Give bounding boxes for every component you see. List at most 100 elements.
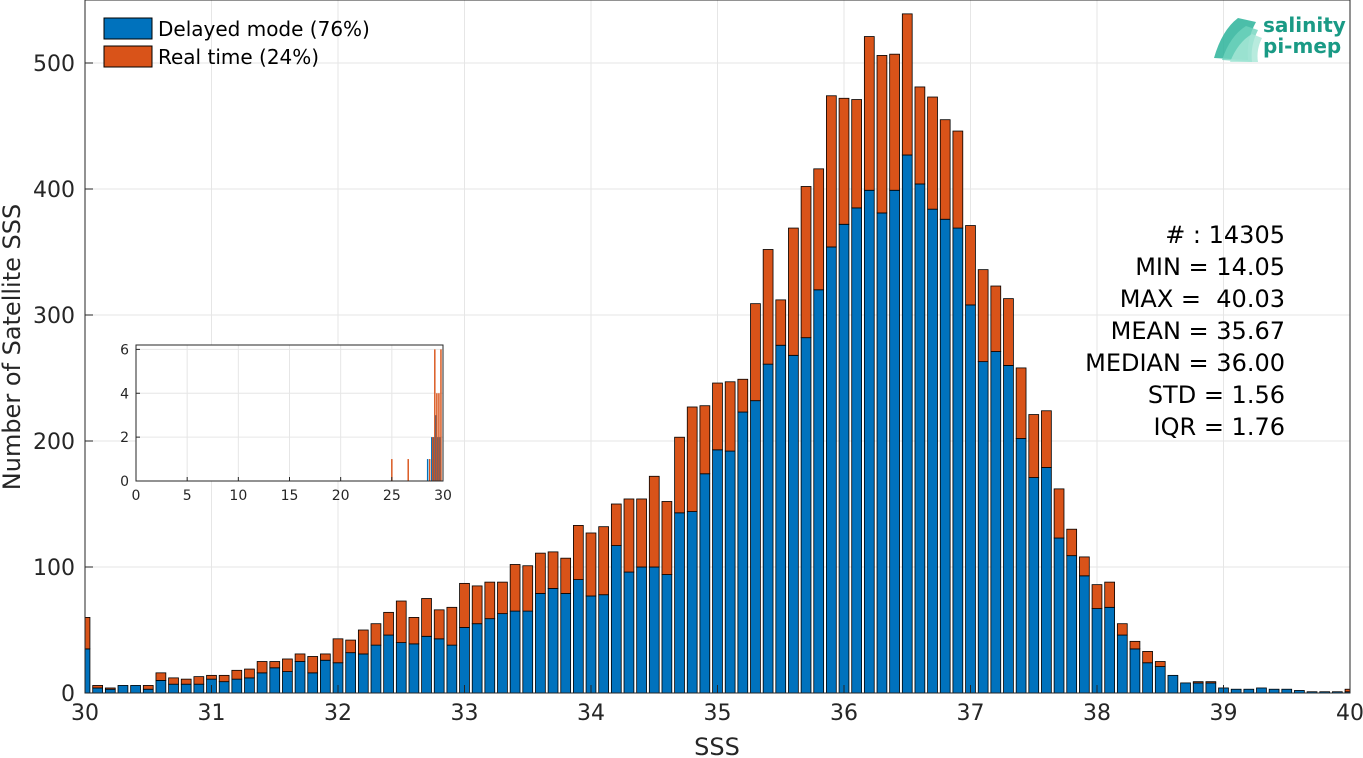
inset-bar-delayed [433,437,435,481]
inset-bar-realtime [436,393,438,481]
bar-delayed [1003,364,1014,694]
bar-delayed [497,613,508,694]
bar-delayed [686,511,698,694]
bar-realtime [294,653,306,662]
bar-delayed [1180,682,1191,694]
bar-realtime [1028,414,1040,478]
bar-delayed [1053,537,1065,694]
bar-delayed [901,154,913,694]
bar-delayed [509,610,521,694]
inset-bar-realtime [440,349,442,481]
inset-bar-delayed [437,437,439,481]
bar-realtime [231,669,243,680]
bar-delayed [889,189,900,694]
bar-delayed [1104,606,1115,694]
bar-realtime [269,661,281,669]
bar-delayed [484,618,496,694]
bar-delayed [395,642,407,694]
bar-delayed [522,610,534,694]
inset-bar-realtime [432,437,434,481]
bar-realtime [484,581,496,620]
bar-realtime [421,598,432,637]
legend-swatch-realtime [103,45,153,68]
bar-delayed [168,683,179,694]
bar-realtime [345,639,356,654]
bar-realtime [686,406,698,512]
bar-delayed [813,289,825,694]
bar-delayed [370,644,382,694]
bar-realtime [408,617,420,645]
bar-realtime [142,685,154,690]
bar-delayed [142,688,154,694]
bar-realtime [522,565,534,612]
bar-realtime [1344,688,1351,693]
bar-delayed [636,566,647,694]
bar-realtime [370,623,382,646]
bar-delayed [788,354,799,694]
bar-realtime [1192,681,1204,684]
bar-realtime [509,564,521,612]
bar-realtime [1015,367,1027,439]
bar-delayed [851,207,862,694]
bar-realtime [573,525,584,580]
bar-delayed [421,635,432,694]
bar-delayed [345,652,356,694]
inset-y-tick-label: 2 [120,430,129,446]
bar-realtime [648,475,660,568]
bar-realtime [92,685,103,689]
y-tick-label: 300 [33,304,75,329]
bar-realtime [1129,640,1141,650]
bar-realtime [610,503,622,546]
bar-delayed [560,593,572,694]
bar-realtime [332,638,344,664]
bar-realtime [636,498,647,568]
bar-delayed [1116,634,1128,694]
bar-realtime [674,436,685,514]
bar-delayed [231,678,243,694]
logo-text-line2: pi-mep [1263,34,1341,58]
bar-realtime [661,501,673,575]
y-tick-label: 0 [61,682,75,707]
wave-logo-icon [1214,18,1262,62]
bar-delayed [724,450,736,694]
bar-realtime [155,672,167,681]
y-tick-label: 500 [33,52,75,77]
bar-delayed [750,400,761,694]
bar-delayed [990,351,1002,694]
bar-delayed [218,681,230,694]
bar-realtime [320,653,331,661]
bar-delayed [914,183,926,694]
bar-delayed [762,363,774,694]
bar-realtime [104,687,116,690]
bar-delayed [699,473,711,694]
bar-realtime [547,551,559,589]
x-tick-label: 34 [577,701,605,726]
bar-delayed [661,574,673,694]
bar-realtime [712,382,723,451]
legend-label-realtime: Real time (24%) [158,45,319,69]
bar-delayed [155,680,167,694]
inset-bar-delayed [431,437,433,481]
bar-delayed [573,579,584,694]
bar-realtime [977,269,989,363]
bar-delayed [1230,688,1242,694]
bar-realtime [244,668,255,679]
bar-delayed [471,623,483,694]
bar-delayed [1091,608,1103,694]
bar-realtime [357,629,369,655]
y-axis-label: Number of Satellite SSS [0,204,26,490]
stats-block: # : 14305 MIN = 14.05 MAX = 40.03 MEAN =… [1085,221,1285,441]
inset-y-tick-label: 4 [120,386,129,402]
y-tick-label: 400 [33,178,75,203]
bar-realtime [1205,681,1217,684]
bar-realtime [256,661,268,674]
bar-delayed [585,595,597,694]
bar-realtime [497,581,508,615]
bar-delayed [1167,674,1179,694]
inset-bar-realtime [428,459,431,481]
stat-iqr: IQR = 1.76 [1154,413,1285,441]
bar-realtime [724,381,736,452]
bar-delayed [244,677,255,694]
x-tick-label: 32 [324,701,352,726]
inset-bar-delayed [435,415,437,481]
